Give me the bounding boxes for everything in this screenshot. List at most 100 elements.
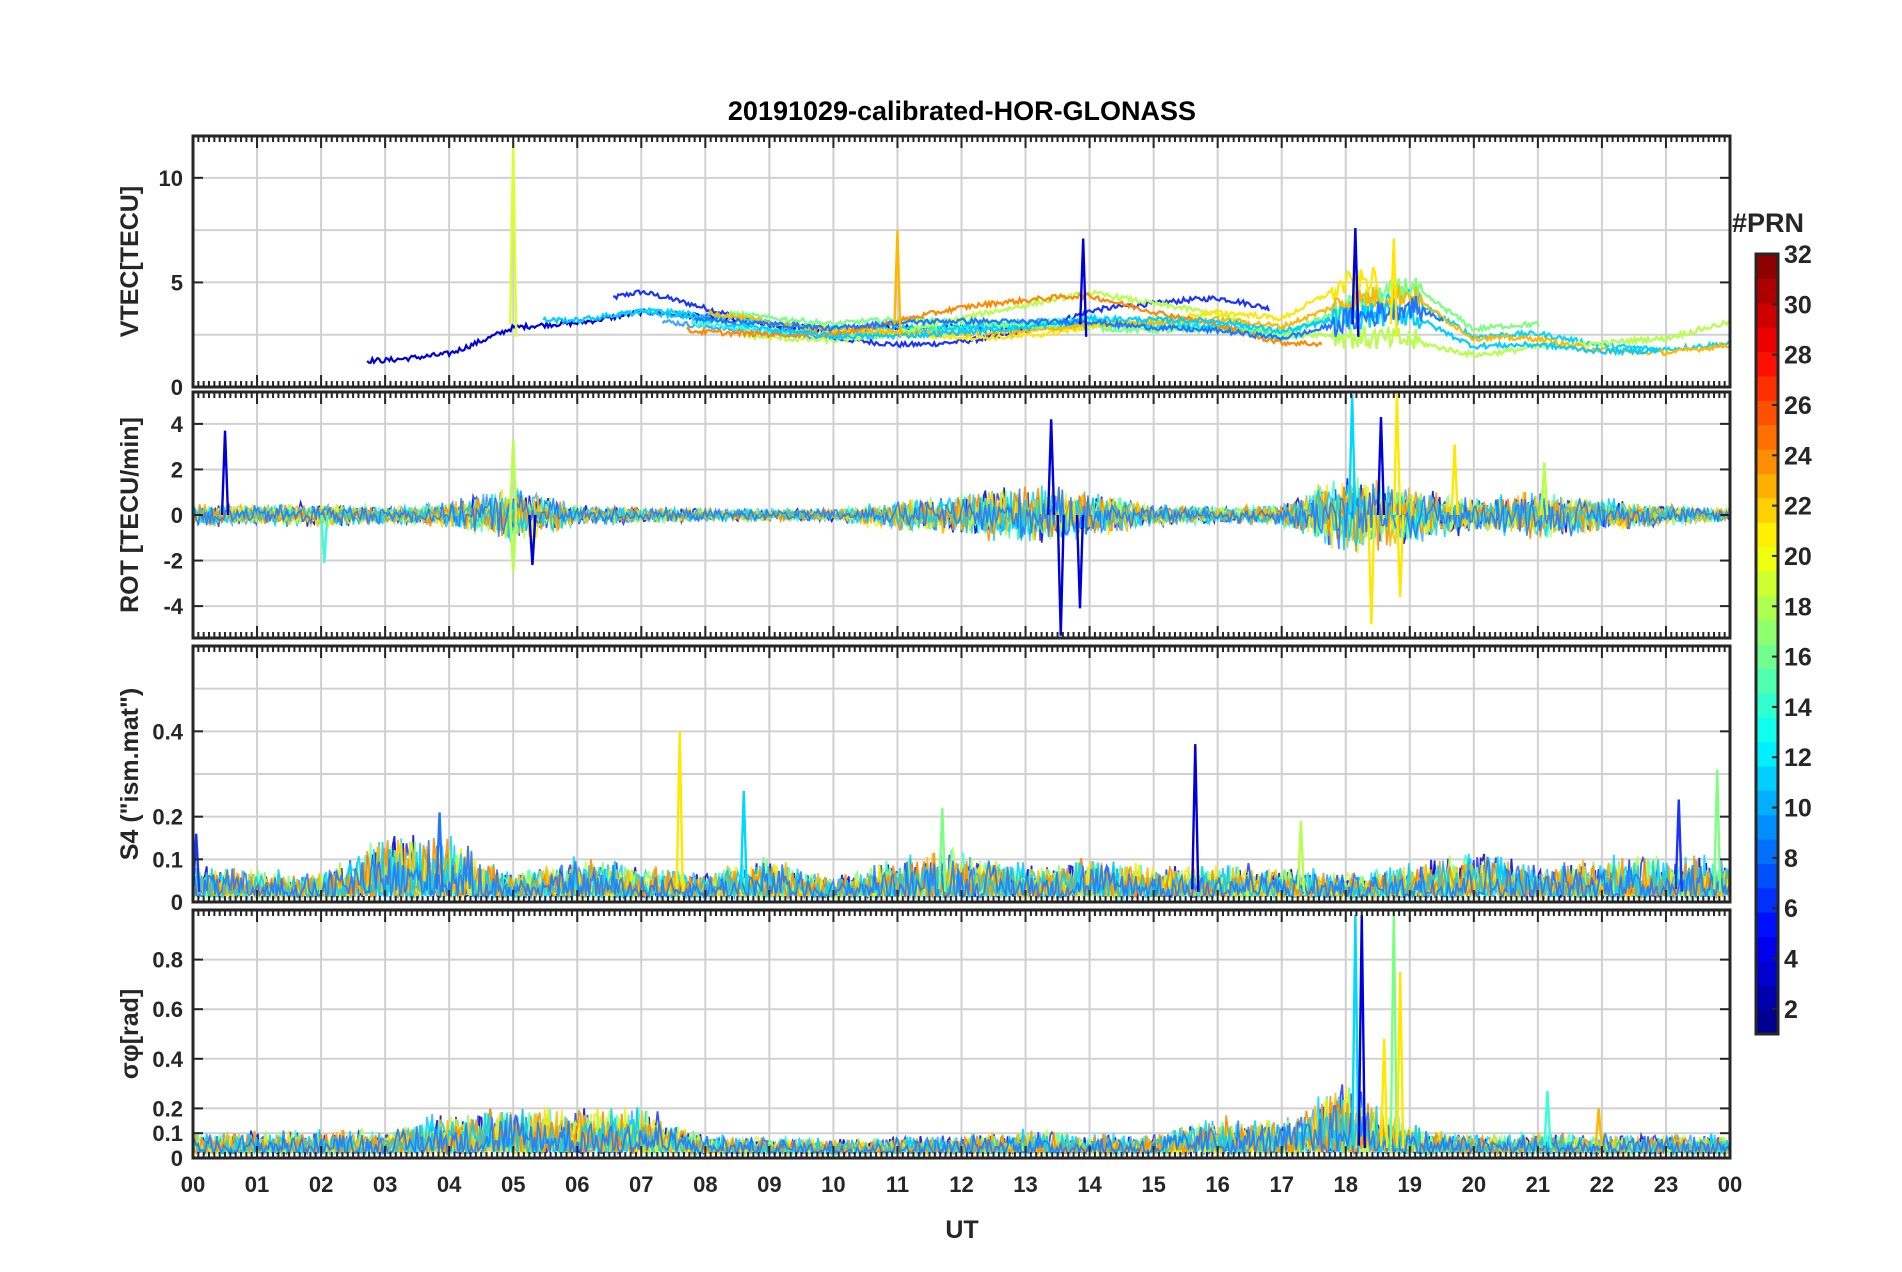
colorbar-swatch [1756,473,1778,499]
y-tick-label: 0.8 [152,948,183,973]
colorbar-swatch [1756,449,1778,474]
spike-mark [1075,514,1085,609]
y-tick-label: 5 [171,270,183,295]
x-tick-label: 17 [1269,1172,1293,1197]
x-tick-label: 14 [1077,1172,1102,1197]
y-tick-label: 0.4 [152,719,183,744]
spike-mark [1389,238,1398,337]
colorbar-tick-label: 32 [1784,241,1812,269]
chart-title: 20191029-calibrated-HOR-GLONASS [728,96,1196,126]
colorbar-swatch [1756,765,1778,791]
x-tick-label: 21 [1526,1172,1550,1197]
colorbar-swatch [1756,692,1778,718]
colorbar-tick-label: 2 [1784,996,1798,1024]
colorbar-swatch [1756,960,1778,986]
spike-mark [1347,394,1357,516]
spike-mark [220,430,230,516]
x-tick-label: 19 [1398,1172,1422,1197]
colorbar-swatch [1756,302,1778,328]
spike-mark [435,812,444,892]
x-tick-label: 05 [501,1172,525,1197]
colorbar-tick-label: 4 [1784,946,1798,974]
colorbar-tick-label: 18 [1784,593,1812,621]
colorbar-swatch [1756,912,1778,938]
y-tick-label: 0 [171,503,183,528]
x-tick-label: 01 [245,1172,269,1197]
panel-4: 00.10.2 0.4 0.6 0.8 σφ[rad] 00 01 02 03 04 05 06 07 0… [116,908,1742,1197]
y-tick-label: 0.2 [152,805,183,830]
x-tick-label: 22 [1590,1172,1614,1197]
colorbar-swatch [1756,1009,1778,1035]
colorbar-swatch [1756,400,1778,426]
y-tick-label: 10 [159,166,183,191]
spike-mark [1450,444,1459,516]
x-tick-label: 23 [1654,1172,1678,1197]
y-tick-label: 0.6 [152,997,183,1022]
colorbar-swatch [1756,814,1778,840]
colorbar-swatch [1756,595,1778,621]
spike-mark [1674,799,1683,892]
y-tick-label: 0.1 [152,1121,183,1146]
spike-mark [1540,462,1549,516]
x-tick-label: 10 [821,1172,845,1197]
y-tick-label: -4 [163,594,183,619]
spike-mark [1376,417,1386,516]
colorbar-tick-label: 28 [1784,342,1812,370]
vtec-trace [542,300,1661,357]
x-tick-label: 20 [1462,1172,1486,1197]
x-tick-label: 15 [1141,1172,1165,1197]
panel-1: 0 5 10 VTEC[TECU] [116,134,1732,400]
x-tick-label: 09 [757,1172,781,1197]
colorbar-tick-label: 24 [1784,442,1812,470]
colorbar-swatch [1756,741,1778,767]
spike-mark [1191,744,1200,892]
x-tick-label: 18 [1334,1172,1358,1197]
y-tick-label: 0 [171,375,183,400]
colorbar-tick-label: 6 [1784,895,1798,923]
y-axis-label: S4 ("ism.mat") [116,688,144,860]
colorbar-swatch [1756,985,1778,1011]
x-tick-label: 00 [1718,1172,1742,1197]
colorbar-swatch [1756,497,1778,523]
colorbar-swatch [1756,668,1778,694]
colorbar-swatch [1756,790,1778,816]
panel-3: 0 0.1 0.2 0.4 S4 ("ism.mat") [116,644,1732,915]
y-tick-label: 4 [171,412,184,437]
spike-mark [1594,1108,1603,1149]
spike-mark [1395,514,1405,598]
colorbar-tick-label: 30 [1784,291,1812,319]
y-tick-label: 0 [171,1146,183,1171]
spike-mark [509,514,518,573]
colorbar-swatch [1756,887,1778,913]
colorbar-tick-label: 10 [1784,795,1812,823]
spike-mark [1712,769,1722,892]
y-axis-label: VTEC[TECU] [116,186,144,337]
x-tick-label: 04 [437,1172,462,1197]
spike-mark [1351,227,1360,337]
x-tick-label: 00 [181,1172,205,1197]
spike-mark [938,808,947,892]
colorbar-swatch [1756,936,1778,962]
y-axis-label: σφ[rad] [116,989,144,1080]
colorbar-swatch [1756,375,1778,401]
x-tick-label: 16 [1205,1172,1229,1197]
rot-trace [193,481,1730,550]
colorbar-tick-label: 26 [1784,392,1812,420]
colorbar-tick-label: 20 [1784,543,1812,571]
colorbar-title: #PRN [1732,208,1804,238]
spike-mark [675,731,684,892]
colorbar-swatch [1756,863,1778,889]
colorbar-tick-label: 14 [1784,694,1812,722]
colorbar-tick-label: 22 [1784,493,1812,521]
y-tick-label: 0.1 [152,847,183,872]
colorbar-swatch [1756,619,1778,645]
spike-mark [528,514,537,566]
x-axis-label: UT [945,1216,978,1244]
spike-mark [1351,914,1360,1149]
y-tick-label: 0 [171,890,183,915]
colorbar-swatch [1756,424,1778,450]
x-tick-label: 12 [949,1172,973,1197]
